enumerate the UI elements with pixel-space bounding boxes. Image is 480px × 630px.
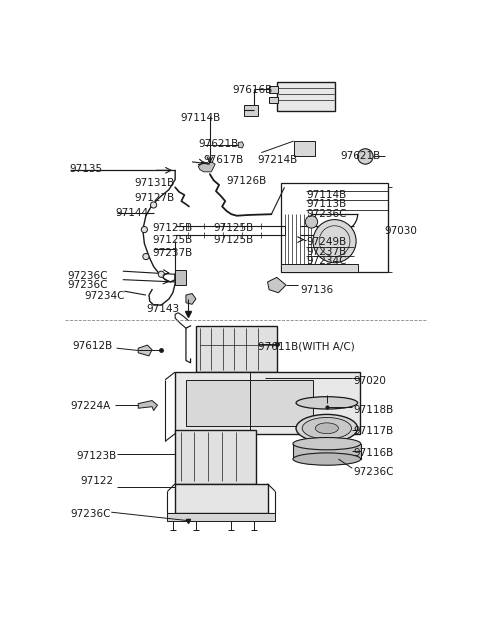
Bar	[175, 430, 256, 484]
Text: 97116B: 97116B	[354, 447, 394, 457]
Bar	[186, 380, 313, 426]
Circle shape	[151, 202, 156, 208]
Text: 97131B: 97131B	[134, 178, 175, 188]
Text: 97237B: 97237B	[306, 246, 346, 256]
Circle shape	[141, 227, 147, 232]
Text: 97611B(WITH A/C): 97611B(WITH A/C)	[258, 341, 354, 352]
Text: 97125B: 97125B	[152, 235, 192, 245]
Ellipse shape	[315, 423, 338, 433]
Text: 97236C: 97236C	[354, 467, 394, 477]
Bar	[175, 484, 267, 513]
Text: 97125B: 97125B	[214, 235, 254, 245]
Bar	[277, 82, 335, 111]
Text: 97224A: 97224A	[71, 401, 111, 411]
Text: 97621B: 97621B	[198, 139, 239, 149]
Text: 97234C: 97234C	[84, 291, 125, 301]
Ellipse shape	[293, 453, 361, 465]
Bar	[281, 264, 358, 272]
Text: 97237B: 97237B	[152, 248, 192, 258]
Text: 97123B: 97123B	[77, 451, 117, 461]
Bar	[269, 97, 278, 103]
Text: 97144: 97144	[115, 208, 148, 218]
Text: 97122: 97122	[81, 476, 114, 486]
Bar	[269, 86, 278, 93]
Bar	[244, 105, 258, 116]
Text: 97143: 97143	[146, 304, 179, 314]
Polygon shape	[175, 270, 186, 285]
Text: 97236C: 97236C	[306, 209, 347, 219]
Bar	[293, 444, 361, 459]
Polygon shape	[186, 294, 196, 304]
Text: 97125B: 97125B	[152, 224, 192, 234]
Circle shape	[313, 220, 356, 263]
Text: 97136: 97136	[300, 285, 333, 295]
Text: 97214B: 97214B	[258, 155, 298, 165]
Text: 97127B: 97127B	[134, 193, 175, 203]
Text: 97617B: 97617B	[204, 155, 244, 165]
Ellipse shape	[302, 418, 351, 439]
Circle shape	[305, 215, 318, 228]
Text: 97020: 97020	[354, 376, 387, 386]
Text: 97236C: 97236C	[67, 280, 108, 290]
Text: 97621B: 97621B	[340, 151, 380, 161]
Text: 97249B: 97249B	[306, 238, 346, 248]
Circle shape	[143, 253, 149, 260]
Text: 97118B: 97118B	[354, 405, 394, 415]
Text: 97113B: 97113B	[306, 199, 346, 209]
Text: 97612B: 97612B	[73, 341, 113, 352]
Bar	[175, 372, 360, 433]
Polygon shape	[198, 162, 215, 172]
Polygon shape	[267, 277, 286, 293]
Ellipse shape	[293, 437, 361, 450]
Text: 97117B: 97117B	[354, 426, 394, 436]
Text: 97126B: 97126B	[227, 176, 267, 186]
Circle shape	[158, 271, 164, 277]
Bar	[294, 141, 315, 156]
Bar	[196, 326, 277, 372]
Text: 97030: 97030	[384, 226, 418, 236]
Bar	[168, 513, 275, 520]
Text: 97234C: 97234C	[306, 256, 347, 266]
Text: 97114B: 97114B	[306, 190, 346, 200]
Ellipse shape	[296, 397, 358, 409]
Polygon shape	[138, 345, 152, 356]
Polygon shape	[138, 401, 157, 411]
Text: 97616B: 97616B	[232, 85, 272, 95]
Circle shape	[358, 149, 373, 164]
Text: 97236C: 97236C	[71, 509, 111, 519]
Polygon shape	[238, 142, 244, 148]
Text: 97236C: 97236C	[67, 271, 108, 281]
Text: 97114B: 97114B	[180, 113, 221, 123]
Bar	[281, 183, 388, 272]
Text: 97125B: 97125B	[214, 224, 254, 234]
Ellipse shape	[296, 415, 358, 442]
Text: 97135: 97135	[69, 164, 102, 174]
